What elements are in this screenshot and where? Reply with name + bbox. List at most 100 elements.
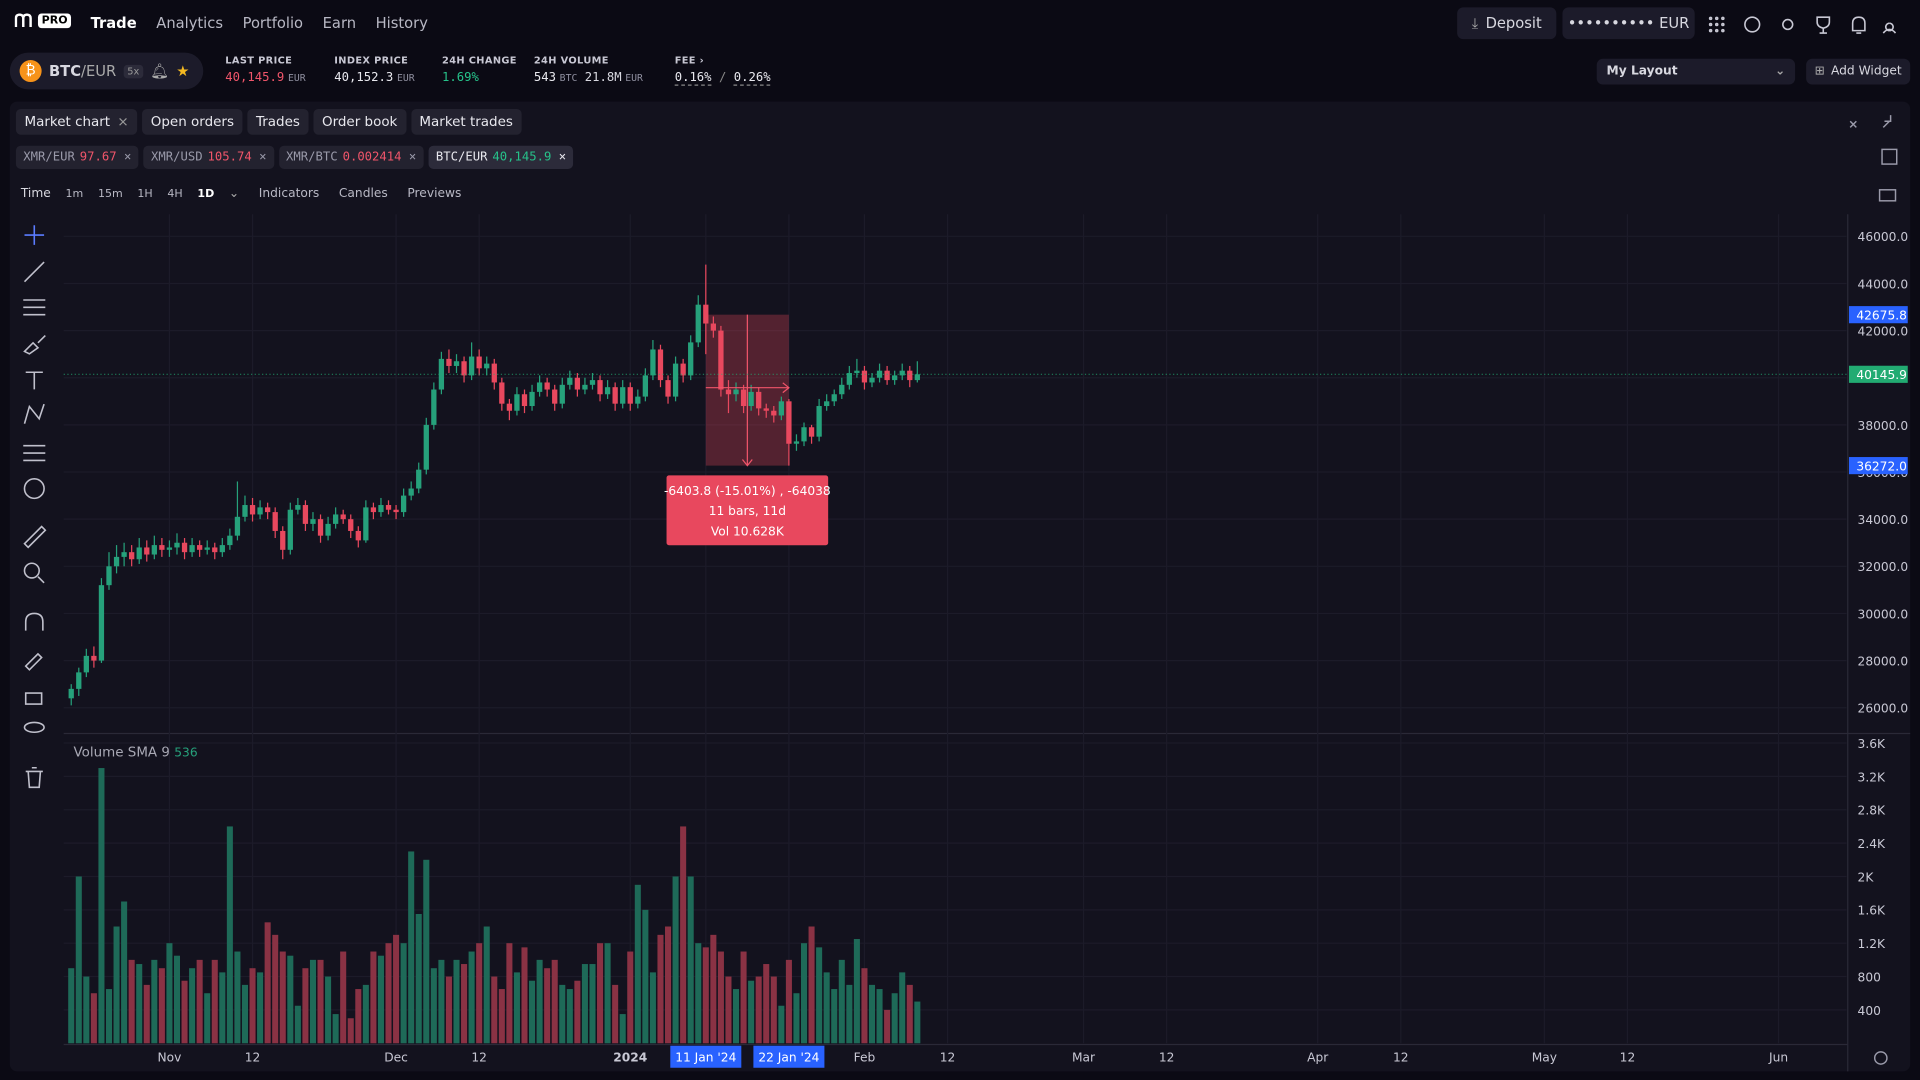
lock-tool[interactable] [24,692,43,705]
theme-icon[interactable] [1782,18,1794,31]
nav-item[interactable]: Earn [322,14,357,32]
previews-button[interactable]: Previews [407,187,462,201]
volume-bar [665,926,672,1044]
tab[interactable]: Trades [247,108,309,135]
volume-bar [891,993,898,1044]
stat-label: 24H CHANGE [442,55,517,67]
visibility-tool[interactable] [23,721,45,734]
timeframe[interactable]: 15m [97,187,123,201]
stat-value: 1.69% [442,71,479,85]
bell-icon[interactable] [1851,16,1866,34]
zoom-tool[interactable] [23,562,40,579]
tab[interactable]: Open orders [142,108,243,135]
deposit-button[interactable]: ⤓ Deposit [1457,7,1557,40]
emoji-tool[interactable] [23,477,45,500]
volume-bar [680,826,687,1044]
volume-bar [740,951,747,1044]
candle-body [801,427,807,442]
volume-bar [748,980,755,1044]
volume-bar [763,964,770,1044]
pair-chip[interactable]: BTC/EUR 40,145.9 × [428,145,574,169]
help-icon[interactable] [1744,16,1761,33]
volume-bar [846,984,853,1044]
channel-tool[interactable] [23,299,46,316]
logo-mark [14,13,32,27]
candle-body [786,401,792,444]
chip-close: × [259,150,267,165]
timeframe[interactable]: 4H [167,187,183,201]
stat-value-row: 1.69% [442,71,517,84]
nav-item[interactable]: Trade [90,14,137,32]
timeframe[interactable]: 1m [65,187,84,201]
rewards-icon[interactable] [1816,16,1831,34]
magnet-tool[interactable] [24,612,44,631]
timeframe[interactable]: 1D [197,187,215,201]
candle-body [635,396,641,404]
candle-body [907,370,913,381]
candle-body [710,323,717,331]
apps-icon[interactable] [1708,16,1725,33]
nav-item[interactable]: Portfolio [242,14,304,32]
indicators-button[interactable]: Indicators [258,187,320,201]
collapse-icon[interactable] [1882,115,1892,128]
logo-text: PRO [37,13,72,29]
candle-body [740,389,747,407]
tab[interactable]: Market trades [410,108,522,135]
tab[interactable]: Market chart × [15,108,138,135]
fib-tool[interactable] [23,444,46,462]
nav-item[interactable]: History [375,14,428,32]
add-widget-label: Add Widget [1830,64,1902,79]
delete-tool[interactable] [25,766,43,789]
candle-body [310,519,316,524]
balance[interactable]: •••••••••• EUR [1562,7,1695,40]
candle-body [612,387,618,404]
candle-body [355,530,361,541]
volume-bar [461,964,468,1044]
brush-tool[interactable] [23,334,46,355]
volume-bar [906,984,913,1044]
stat-value: 21.8M [584,71,622,85]
stat-unit: EUR [396,72,415,84]
candle-body [400,495,407,513]
pair-selector[interactable]: ₿ BTC/EUR 5x 🔔︎ ★ [9,52,204,90]
screenshot-icon[interactable] [1878,189,1897,202]
measure-label: Vol 10.628K [711,524,785,538]
settings-bottom-icon[interactable] [1873,1051,1888,1065]
add-widget[interactable]: ⊞ Add Widget [1806,58,1911,85]
ruler-tool[interactable] [23,525,47,549]
tab[interactable]: Order book [313,108,406,135]
layout-select[interactable]: My Layout ⌄ [1596,58,1796,85]
candle-body [174,542,180,548]
volume-bar [498,989,505,1044]
candle-body [665,380,671,397]
volume-bar [309,959,316,1044]
candle-body [808,427,815,437]
crosshair-tool[interactable] [24,225,45,245]
pair-name: XMR/USD [150,150,203,165]
nav: Trade Analytics Portfolio Earn History [91,15,428,32]
candle-body [839,384,845,395]
candles-button[interactable]: Candles [338,187,388,201]
nav-item[interactable]: Analytics [156,14,224,32]
volume-bar [559,984,566,1044]
candle-body [385,505,392,510]
x-tick-label: Feb [854,1051,876,1065]
volume-bar [808,926,815,1044]
timeframe[interactable]: 1H [137,187,153,201]
layout-icon[interactable] [1881,148,1898,165]
settings-icon[interactable] [1849,120,1857,128]
time-label: Time [20,187,51,201]
timeframe-more[interactable]: ⌄ [228,187,240,201]
pair-chip[interactable]: XMR/EUR 97.67 × [15,145,139,169]
user-icon[interactable] [1882,22,1897,34]
x-tick-label: 12 [1159,1051,1175,1065]
lock-draw-tool[interactable] [24,652,43,671]
pair-chip[interactable]: XMR/USD 105.74 × [143,145,274,169]
pair-chip[interactable]: XMR/BTC 0.002414 × [278,145,424,169]
price-tag [1848,365,1908,383]
text-tool[interactable] [25,371,43,390]
pattern-tool[interactable] [23,403,45,424]
y-tick-label: 42000.0 [1858,325,1909,339]
line-tool[interactable] [23,261,45,283]
